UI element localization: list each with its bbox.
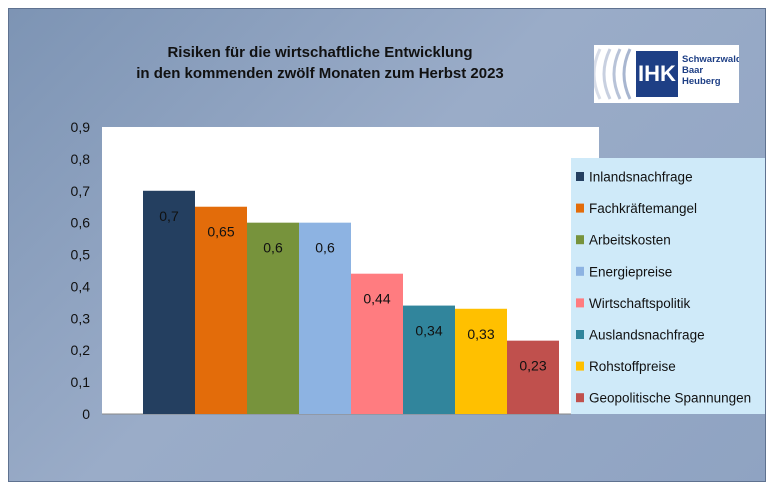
logo-abbr: IHK: [636, 51, 678, 97]
bar-2: [195, 206, 247, 414]
logo-line-1: Schwarzwald: [682, 54, 739, 65]
bars: [143, 190, 559, 414]
legend-swatch-6: [576, 330, 584, 339]
data-label-1: 0,7: [159, 208, 179, 224]
data-label-6: 0,34: [415, 323, 442, 339]
legend-label-2: Fachkräftemangel: [589, 201, 697, 216]
chart-title-line-2: in den kommenden zwölf Monaten zum Herbs…: [136, 65, 504, 82]
y-tick-label: 0,2: [71, 342, 91, 358]
y-tick-label: 0,8: [71, 151, 91, 167]
y-tick-label: 0,3: [71, 310, 91, 326]
legend-swatch-8: [576, 393, 584, 403]
legend-label-5: Wirtschaftspolitik: [589, 296, 691, 311]
chart-title-line-1: Risiken für die wirtschaftliche Entwickl…: [167, 44, 473, 61]
legend-label-1: Inlandsnachfrage: [589, 170, 693, 185]
data-labels: 0,7 0,65 0,6 0,6 0,44 0,34 0,33 0,23: [159, 208, 547, 374]
chart-title: Risiken für die wirtschaftliche Entwickl…: [60, 42, 580, 84]
legend-swatch-3: [576, 235, 584, 245]
bar-8: [507, 340, 559, 414]
legend-swatch-5: [576, 298, 584, 308]
bar-1: [143, 190, 195, 414]
legend: Inlandsnachfrage Fachkräftemangel Arbeitsk…: [576, 170, 751, 406]
legend-label-4: Energiepreise: [589, 264, 672, 279]
bar-3: [247, 222, 299, 414]
legend-label-7: Rohstoffpreise: [589, 359, 676, 374]
data-label-5: 0,44: [363, 291, 390, 307]
bar-7: [455, 308, 507, 414]
data-label-2: 0,65: [207, 224, 234, 240]
y-tick-label: 0: [82, 406, 90, 422]
y-tick-label: 0,5: [71, 247, 91, 263]
bar-5: [351, 273, 403, 414]
y-axis: 0 0,1 0,2 0,3 0,4 0,5 0,6 0,7 0,8 0,9: [71, 119, 91, 422]
y-tick-label: 0,7: [71, 183, 91, 199]
legend-label-8: Geopolitische Spannungen: [589, 391, 751, 406]
logo-arcs-icon: [594, 48, 632, 100]
data-label-4: 0,6: [315, 240, 335, 256]
legend-label-3: Arbeitskosten: [589, 233, 671, 248]
legend-box: [571, 158, 765, 414]
ihk-logo: IHK Schwarzwald Baar Heuberg: [594, 45, 739, 103]
legend-swatch-1: [576, 172, 584, 181]
logo-line-3: Heuberg: [682, 76, 721, 87]
data-label-8: 0,23: [519, 358, 546, 374]
y-tick-label: 0,6: [71, 215, 91, 231]
logo-region-text: Schwarzwald Baar Heuberg: [682, 54, 739, 87]
y-tick-label: 0,4: [71, 278, 91, 294]
data-label-7: 0,33: [467, 326, 494, 342]
bar-6: [403, 305, 455, 414]
y-tick-label: 0,9: [71, 119, 91, 135]
bar-4: [299, 222, 351, 414]
logo-line-2: Baar: [682, 65, 704, 76]
legend-swatch-7: [576, 361, 584, 371]
data-label-3: 0,6: [263, 240, 283, 256]
legend-label-6: Auslandsnachfrage: [589, 328, 705, 343]
legend-swatch-4: [576, 266, 584, 276]
y-tick-label: 0,1: [71, 374, 91, 390]
legend-swatch-2: [576, 203, 584, 213]
